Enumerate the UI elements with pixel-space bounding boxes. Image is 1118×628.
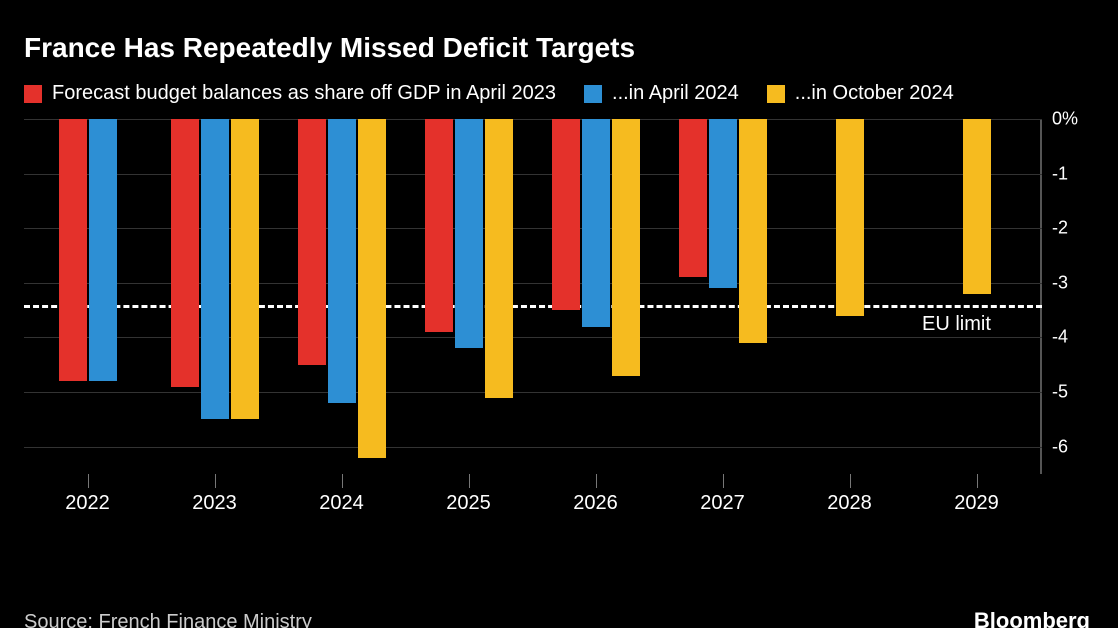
x-tick-label: 2023	[192, 492, 237, 515]
legend-item: ...in April 2024	[584, 82, 739, 105]
x-tick-label: 2024	[319, 492, 364, 515]
x-axis: 2022 2023 2024 2025 2026 2027 2028 2029	[24, 474, 1042, 519]
x-tick	[723, 474, 724, 488]
bar	[552, 119, 580, 310]
y-tick-label: -3	[1052, 272, 1098, 293]
x-tick	[596, 474, 597, 488]
bar	[739, 119, 767, 343]
bar	[836, 119, 864, 316]
y-tick-label: -5	[1052, 382, 1098, 403]
legend-label: Forecast budget balances as share off GD…	[52, 82, 556, 105]
y-tick-label: -4	[1052, 327, 1098, 348]
x-tick	[850, 474, 851, 488]
x-tick	[342, 474, 343, 488]
brand-logo: Bloomberg	[974, 608, 1090, 628]
legend-item: ...in October 2024	[767, 82, 954, 105]
chart-title: France Has Repeatedly Missed Deficit Tar…	[24, 32, 1094, 64]
bar	[612, 119, 640, 376]
x-tick	[469, 474, 470, 488]
plot-area: EU limit	[24, 119, 1042, 474]
bar	[582, 119, 610, 327]
gridline	[24, 392, 1042, 393]
x-tick-label: 2027	[700, 492, 745, 515]
y-tick-label: -2	[1052, 218, 1098, 239]
source-text: Source: French Finance Ministry	[24, 611, 312, 628]
gridline	[24, 447, 1042, 448]
bar	[358, 119, 386, 458]
legend-swatch	[767, 85, 785, 103]
x-tick	[977, 474, 978, 488]
eu-limit-label: EU limit	[922, 313, 991, 336]
bar	[963, 119, 991, 294]
x-tick-label: 2029	[954, 492, 999, 515]
legend-swatch	[24, 85, 42, 103]
bar	[679, 119, 707, 277]
y-tick-label: 0%	[1052, 109, 1098, 130]
x-tick-label: 2026	[573, 492, 618, 515]
bar	[485, 119, 513, 398]
legend-swatch	[584, 85, 602, 103]
chart-area: EU limit 2022202320242025202620272028202…	[24, 119, 1084, 519]
bar	[328, 119, 356, 403]
legend-label: ...in April 2024	[612, 82, 739, 105]
chart-container: France Has Repeatedly Missed Deficit Tar…	[0, 0, 1118, 628]
bar	[231, 119, 259, 419]
x-tick-label: 2025	[446, 492, 491, 515]
x-tick	[88, 474, 89, 488]
bar	[201, 119, 229, 419]
x-tick-label: 2028	[827, 492, 872, 515]
y-tick-label: -6	[1052, 436, 1098, 457]
bar	[59, 119, 87, 381]
legend: Forecast budget balances as share off GD…	[24, 82, 1004, 105]
bar	[455, 119, 483, 348]
bar	[298, 119, 326, 365]
bar	[709, 119, 737, 288]
y-tick-label: -1	[1052, 163, 1098, 184]
legend-label: ...in October 2024	[795, 82, 954, 105]
x-tick-label: 2022	[65, 492, 110, 515]
bar	[171, 119, 199, 387]
bar	[89, 119, 117, 381]
x-tick	[215, 474, 216, 488]
bar	[425, 119, 453, 332]
legend-item: Forecast budget balances as share off GD…	[24, 82, 556, 105]
